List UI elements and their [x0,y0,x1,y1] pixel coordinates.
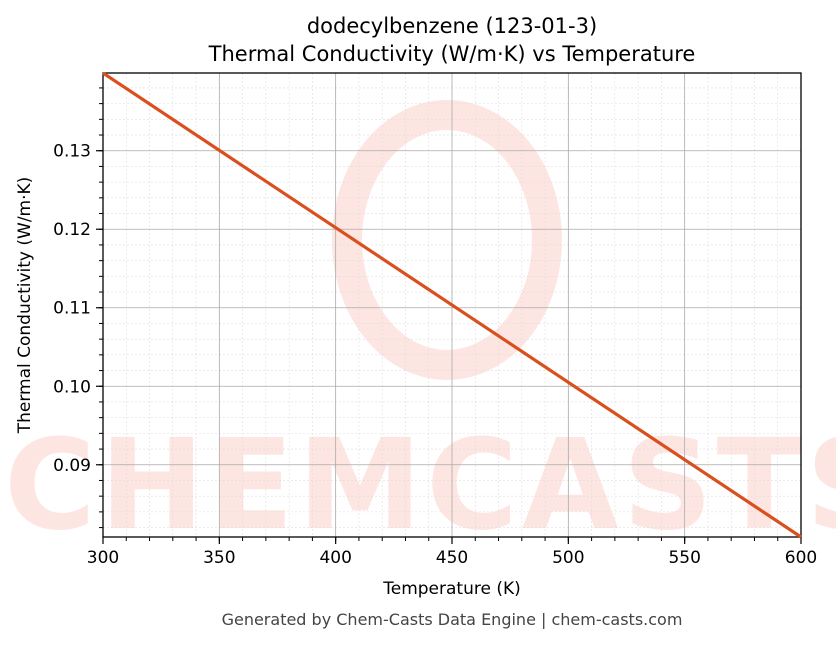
y-tick-label: 0.13 [53,142,91,162]
y-tick-label: 0.12 [53,220,91,240]
x-tick-label: 400 [319,548,351,568]
y-tick-label: 0.10 [53,377,91,397]
x-tick-label: 450 [436,548,468,568]
chart-title: dodecylbenzene (123-01-3) [307,14,597,38]
x-tick-label: 550 [668,548,700,568]
x-tick-label: 350 [203,548,235,568]
x-tick-label: 300 [87,548,119,568]
chart-subtitle: Thermal Conductivity (W/m·K) vs Temperat… [208,42,696,66]
plot-frame [102,72,802,538]
y-tick-label: 0.11 [53,299,91,319]
y-axis-label: Thermal Conductivity (W/m·K) [15,177,35,435]
series-line [102,71,802,539]
y-tick-label: 0.09 [53,456,91,476]
x-tick-label: 500 [552,548,584,568]
footer-text: Generated by Chem-Casts Data Engine | ch… [222,610,683,629]
watermark: CHEMCASTS [4,100,836,558]
x-tick-label: 600 [785,548,817,568]
svg-text:CHEMCASTS: CHEMCASTS [4,413,836,558]
x-axis-label: Temperature (K) [382,579,521,599]
